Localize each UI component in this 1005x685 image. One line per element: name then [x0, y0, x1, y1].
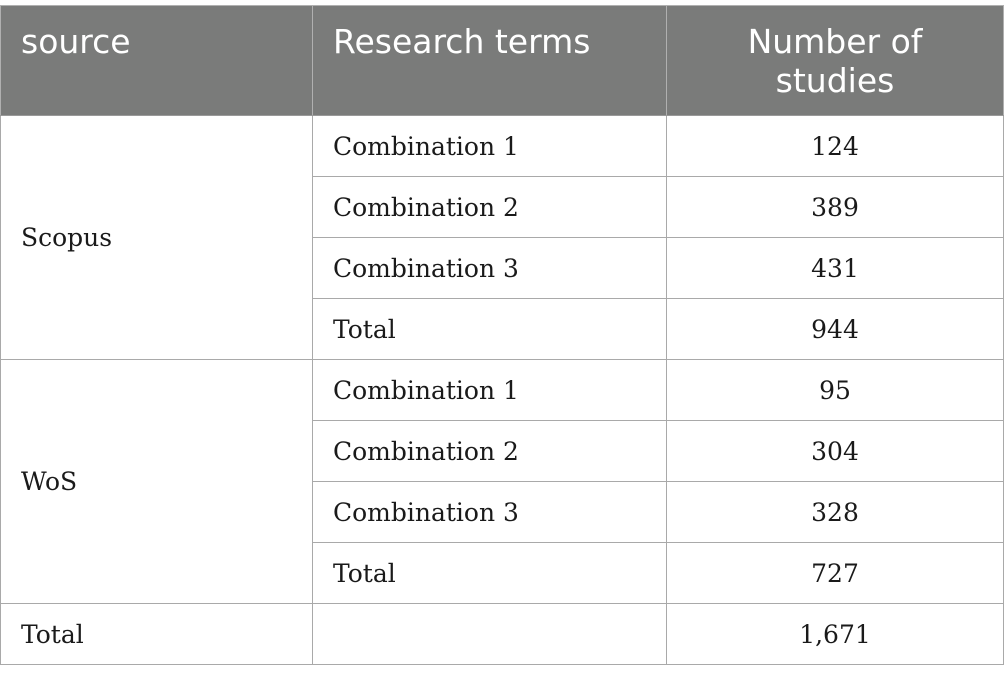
table-row: Scopus Combination 1 124 — [0, 115, 1004, 360]
term-cell: Combination 2 — [312, 176, 667, 238]
table-row: Combination 3 328 — [1, 481, 1004, 543]
table-row: Combination 2 389 — [1, 176, 1004, 238]
count-cell: 95 — [666, 359, 1004, 421]
count-cell: 124 — [666, 115, 1004, 177]
term-cell: Combination 1 — [312, 115, 667, 177]
count-cell: 727 — [666, 542, 1004, 604]
grand-total-count: 1,671 — [666, 603, 1004, 665]
grand-total-label: Total — [0, 603, 313, 665]
term-cell: Combination 3 — [312, 481, 667, 543]
count-cell: 304 — [666, 420, 1004, 482]
term-cell: Combination 3 — [312, 237, 667, 299]
count-cell: 389 — [666, 176, 1004, 238]
term-cell: Total — [312, 298, 667, 360]
term-cell: Total — [312, 542, 667, 604]
grand-total-term — [312, 603, 667, 665]
term-cell: Combination 2 — [312, 420, 667, 482]
header-source: source — [0, 5, 313, 116]
header-research-terms: Research terms — [312, 5, 667, 116]
grand-total-row: Total 1,671 — [0, 603, 1004, 665]
count-cell: 431 — [666, 237, 1004, 299]
table-row: Total 727 — [1, 542, 1004, 604]
header-row: source Research terms Number of studies — [0, 5, 1004, 116]
term-cell: Combination 1 — [312, 359, 667, 421]
count-cell: 944 — [666, 298, 1004, 360]
header-number-of-studies: Number of studies — [666, 5, 1004, 116]
count-cell: 328 — [666, 481, 1004, 543]
table-row: WoS Combination 1 95 — [0, 359, 1004, 604]
studies-table: source Research terms Number of studies … — [0, 5, 1004, 665]
source-cell: WoS — [0, 359, 313, 604]
source-cell: Scopus — [0, 115, 313, 360]
